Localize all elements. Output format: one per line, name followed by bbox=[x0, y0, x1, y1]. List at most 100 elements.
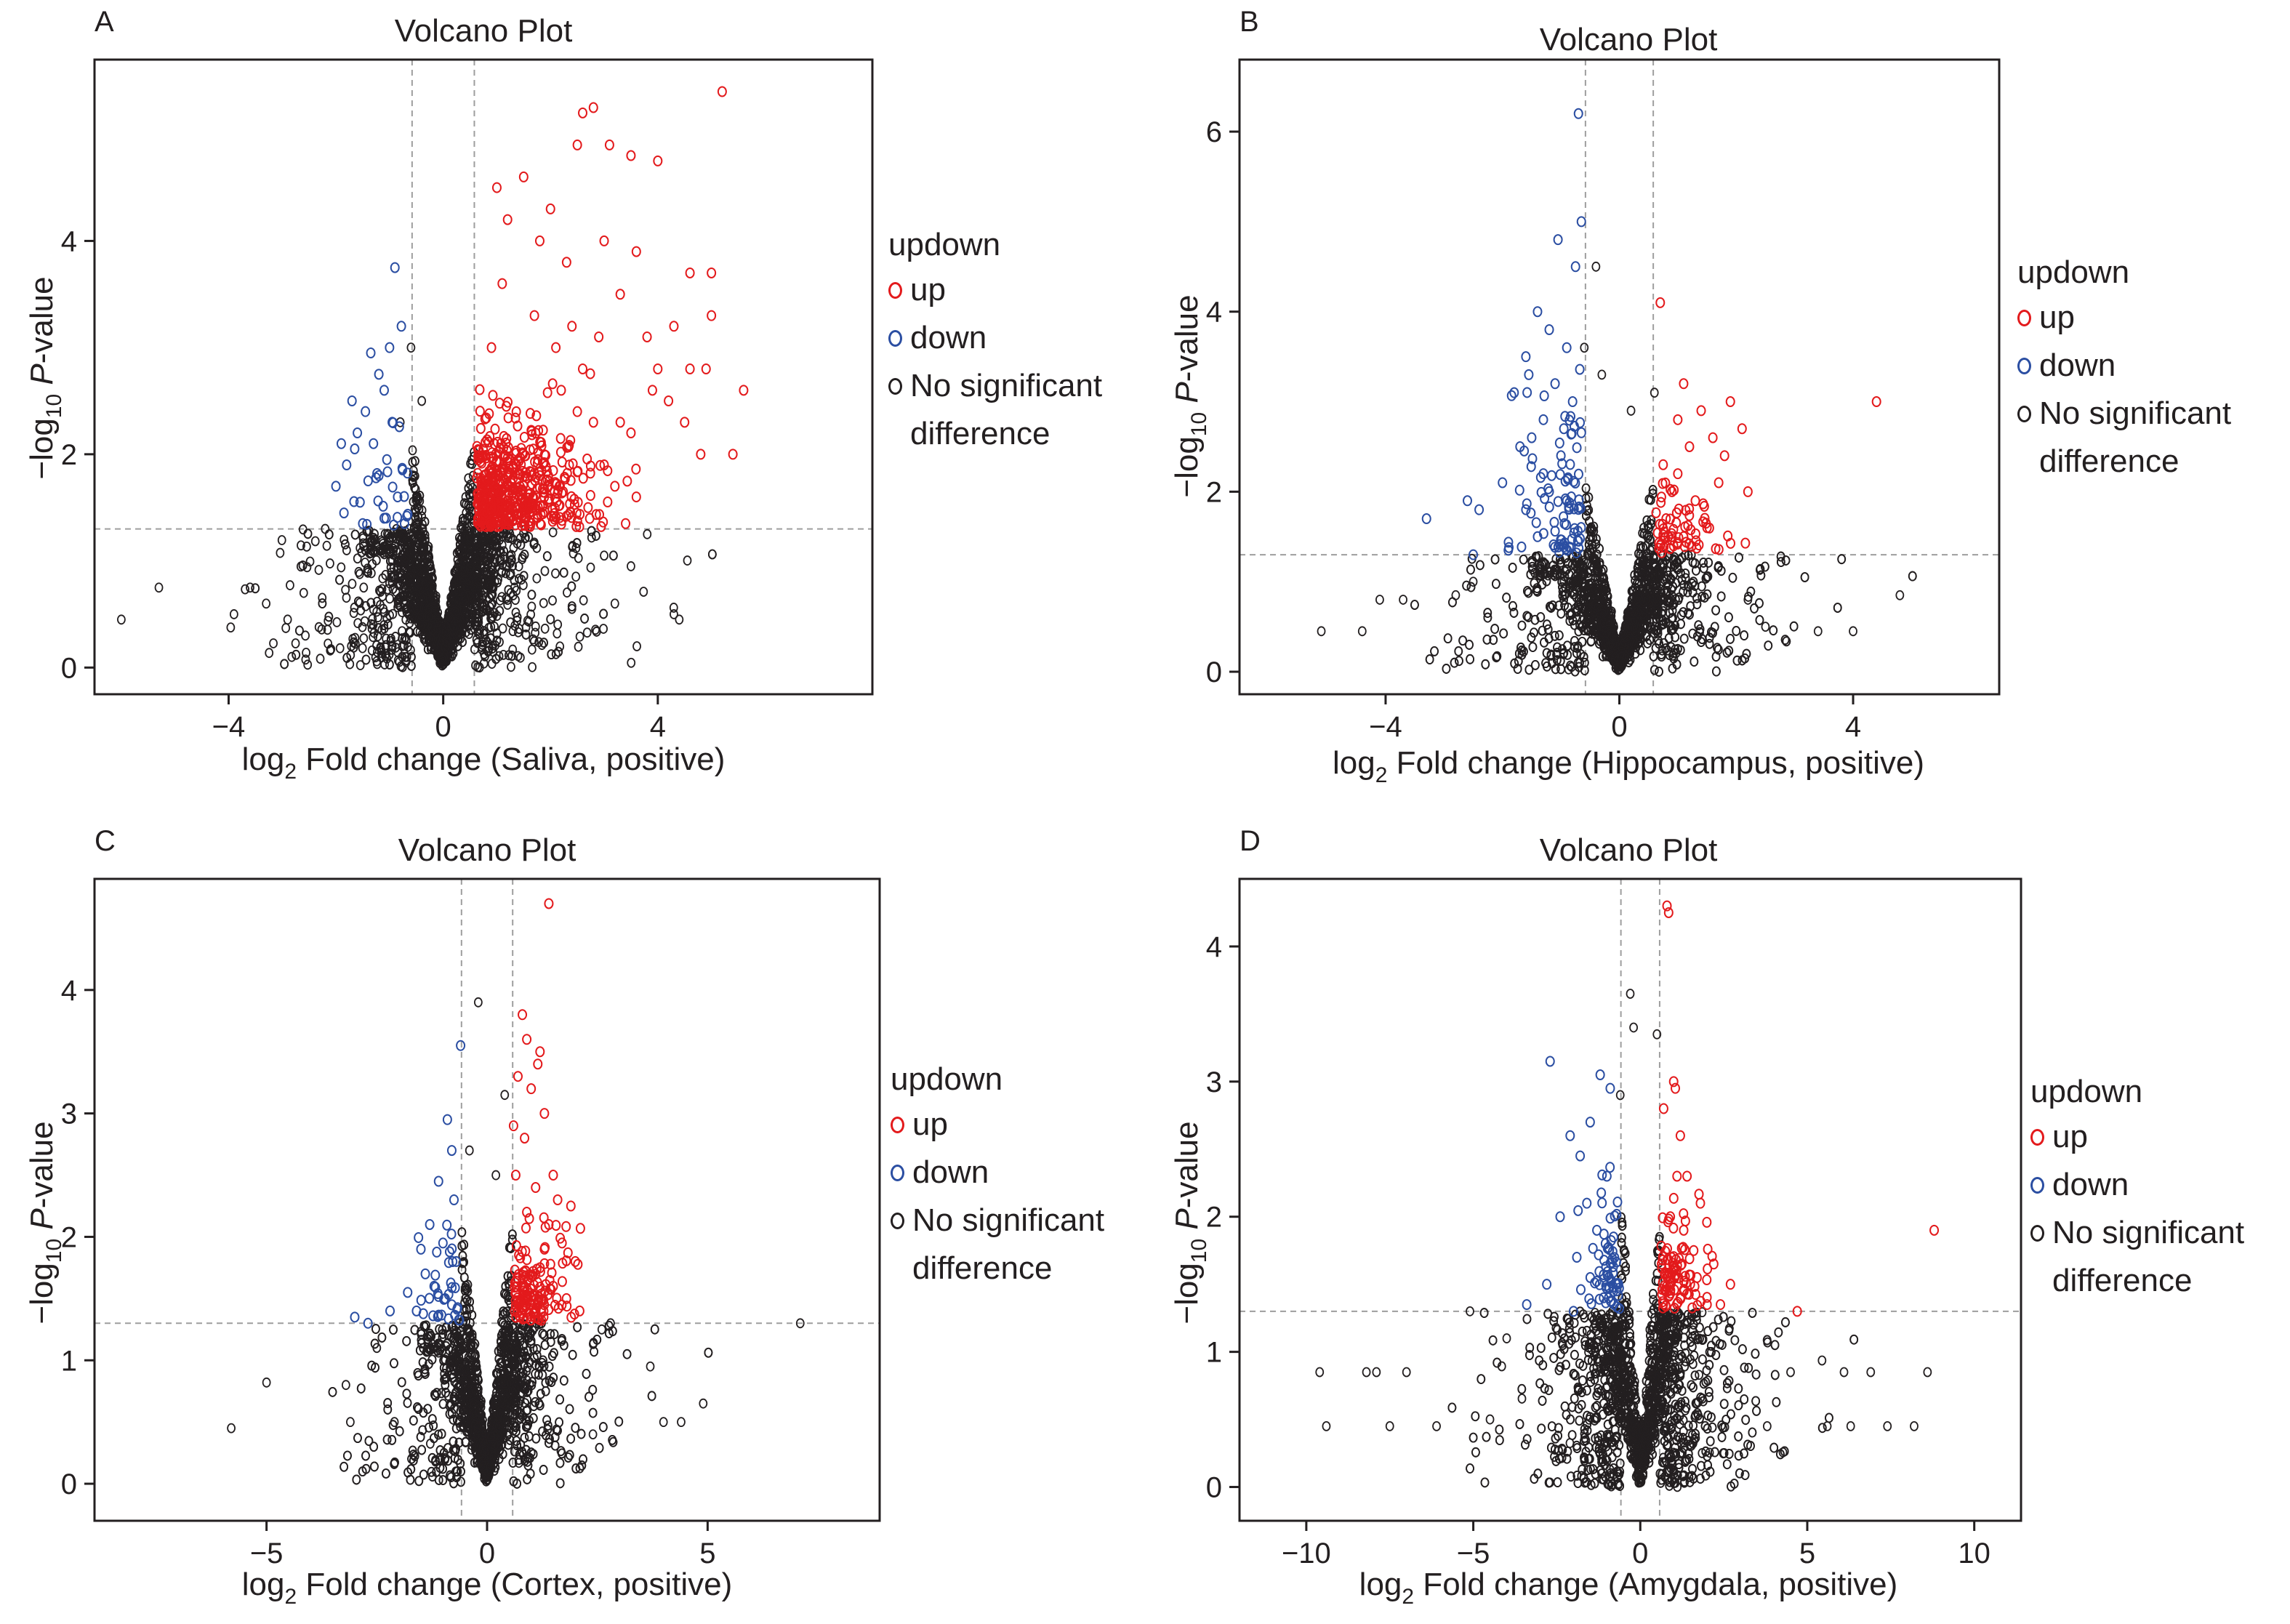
up-point bbox=[610, 481, 620, 492]
ns-point bbox=[380, 542, 390, 552]
up-point bbox=[483, 483, 494, 495]
ns-point bbox=[497, 567, 506, 578]
ns-point bbox=[504, 650, 513, 661]
up-point bbox=[572, 406, 582, 417]
up-point bbox=[578, 107, 588, 118]
ns-point bbox=[599, 608, 608, 619]
up-point bbox=[518, 171, 529, 182]
ns-point bbox=[443, 619, 452, 630]
ns-point bbox=[520, 550, 529, 560]
up-point bbox=[563, 441, 574, 453]
ns-point bbox=[507, 662, 515, 672]
ns-point bbox=[643, 528, 652, 539]
ns-point bbox=[1663, 586, 1672, 596]
ns-point bbox=[527, 601, 537, 612]
ns-point bbox=[683, 555, 692, 566]
ns-point bbox=[369, 632, 378, 643]
up-point bbox=[578, 473, 588, 484]
ns-point bbox=[465, 544, 474, 555]
legend-ns-label: No significant bbox=[910, 368, 1103, 403]
up-point bbox=[507, 463, 518, 475]
ns-point bbox=[473, 603, 482, 614]
down-point bbox=[399, 518, 409, 529]
down-point bbox=[381, 512, 391, 524]
ns-point bbox=[1650, 664, 1659, 675]
up-point bbox=[482, 434, 492, 446]
ns-point bbox=[349, 608, 358, 619]
ns-point bbox=[627, 657, 636, 668]
ns-point bbox=[1483, 608, 1492, 618]
up-point bbox=[489, 438, 499, 450]
ns-point bbox=[501, 568, 510, 579]
up-point bbox=[538, 499, 548, 511]
ns-point bbox=[460, 594, 470, 604]
ns-point bbox=[1692, 565, 1700, 576]
up-point bbox=[701, 363, 711, 374]
ns-point bbox=[1553, 642, 1562, 653]
ns-point bbox=[486, 613, 496, 624]
up-point bbox=[542, 387, 553, 398]
ns-point bbox=[368, 614, 377, 624]
up-point bbox=[489, 502, 499, 514]
ns-point bbox=[591, 531, 600, 541]
ns-point bbox=[340, 539, 350, 550]
up-point bbox=[524, 515, 534, 527]
ns-point bbox=[518, 552, 527, 563]
ns-point bbox=[322, 540, 332, 551]
ns-point bbox=[523, 615, 532, 626]
ns-point bbox=[280, 659, 289, 670]
ns-point bbox=[376, 587, 385, 597]
up-point bbox=[622, 475, 632, 487]
up-point bbox=[555, 433, 566, 444]
up-point bbox=[595, 459, 606, 471]
up-point bbox=[543, 481, 553, 493]
ns-point bbox=[359, 582, 369, 593]
up-point bbox=[494, 519, 504, 531]
ns-point bbox=[301, 654, 310, 665]
ns-point bbox=[326, 558, 334, 568]
down-point bbox=[369, 438, 379, 449]
up-point bbox=[562, 467, 572, 479]
down-point bbox=[385, 342, 395, 353]
ns-point bbox=[292, 649, 301, 660]
ns-point bbox=[539, 638, 548, 648]
ns-point bbox=[559, 567, 569, 578]
ns-point bbox=[529, 539, 539, 550]
ns-point bbox=[582, 627, 592, 638]
ns-point bbox=[341, 584, 350, 595]
ns-point bbox=[548, 527, 558, 538]
up-point bbox=[717, 86, 727, 97]
ns-point bbox=[1475, 560, 1485, 571]
up-point bbox=[571, 520, 582, 532]
up-point bbox=[500, 475, 510, 486]
ns-point bbox=[409, 545, 419, 556]
up-point bbox=[603, 497, 613, 508]
ns-point bbox=[670, 609, 678, 619]
down-point bbox=[361, 406, 371, 417]
ns-point bbox=[1548, 600, 1557, 611]
ns-point bbox=[355, 660, 365, 670]
ns-point bbox=[502, 561, 512, 572]
down-point bbox=[396, 321, 406, 332]
plot-frame bbox=[93, 58, 874, 696]
ns-point bbox=[1756, 570, 1766, 581]
ns-point bbox=[471, 539, 481, 550]
ns-point bbox=[521, 533, 530, 544]
up-point bbox=[481, 489, 491, 500]
ns-point bbox=[627, 561, 635, 571]
ns-point bbox=[405, 545, 414, 556]
up-point bbox=[556, 518, 566, 530]
ns-point bbox=[484, 622, 494, 633]
down-point bbox=[393, 512, 403, 523]
ns-point bbox=[342, 545, 351, 555]
ns-point bbox=[363, 567, 373, 578]
ns-point bbox=[449, 640, 457, 651]
ns-point bbox=[568, 541, 577, 551]
ns-point bbox=[406, 572, 414, 583]
down-point bbox=[398, 464, 408, 475]
ns-point bbox=[433, 617, 443, 627]
ns-point bbox=[472, 588, 481, 599]
ns-point bbox=[452, 623, 462, 634]
